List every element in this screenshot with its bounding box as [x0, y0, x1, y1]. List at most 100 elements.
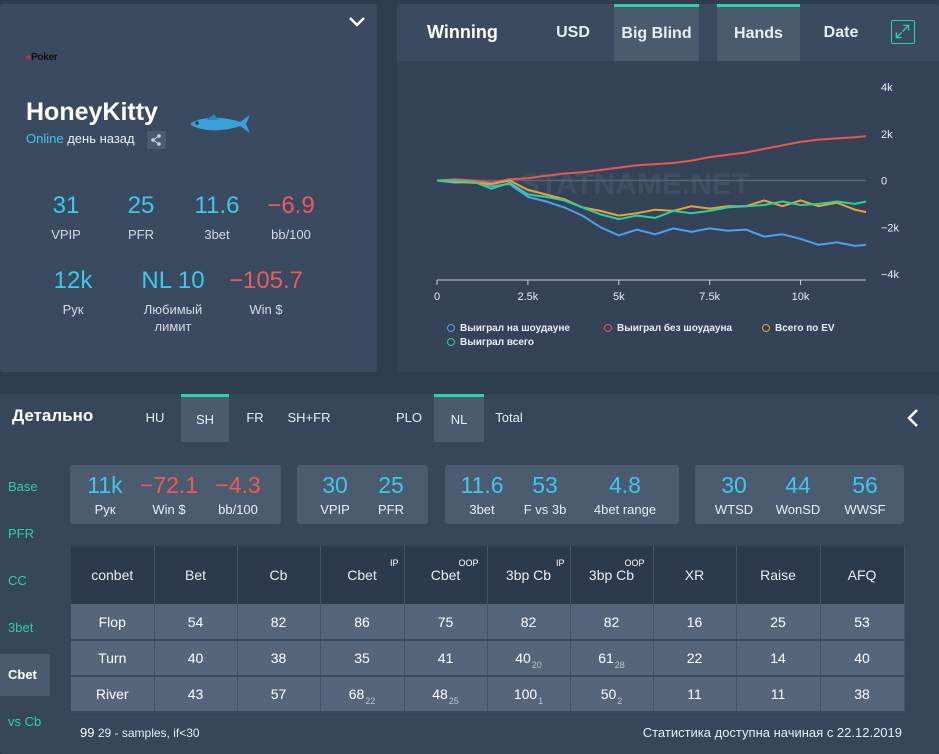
legend-label: Выиграл на шоудауне — [460, 323, 570, 334]
cell-value: 38 — [854, 686, 870, 702]
tab-date[interactable]: Date — [823, 24, 859, 41]
box-stat-value: 44 — [785, 472, 811, 498]
cell-value: 61 — [598, 650, 614, 666]
tab-usd[interactable]: USD — [556, 24, 590, 41]
box-stat-label: Win $ — [152, 502, 186, 517]
box-stat-label: Рук — [94, 502, 116, 517]
tab-big-blind[interactable]: Big Blind — [614, 4, 699, 61]
tab-plo[interactable]: PLO — [395, 410, 422, 425]
legend-item-non-showdown[interactable]: Выиграл без шоудауна — [604, 323, 732, 334]
legend-label: Всего по EV — [775, 323, 835, 334]
sidebar-item-cbet[interactable]: Cbet — [0, 654, 50, 696]
expand-icon — [895, 24, 910, 39]
sidebar-item-vs-cb[interactable]: vs Cb — [8, 714, 42, 729]
box-stat: 4.8 4bet range — [585, 471, 665, 518]
column-header[interactable]: conbet — [71, 546, 155, 604]
chevron-left-icon[interactable] — [905, 408, 921, 428]
stat-label: Любимый лимит — [143, 302, 203, 334]
table-row: Turn 40 38 35 41 4020 6128 22 14 40 — [71, 640, 905, 677]
column-header[interactable]: Raise — [736, 546, 821, 604]
cell-value: 43 — [187, 686, 204, 702]
stat-label: 3bet — [204, 227, 230, 242]
table-cell: 43 — [154, 676, 238, 713]
y-tick-label: −2k — [881, 222, 900, 234]
tab-hands[interactable]: Hands — [717, 4, 800, 61]
box-stat-value: 53 — [532, 472, 558, 498]
table-cell: 53 — [820, 604, 905, 641]
box-stat-value: 25 — [378, 472, 404, 498]
stat-win-dollars: −105.7 Win $ — [226, 267, 306, 318]
cell-value: 41 — [437, 650, 454, 666]
cell-value: 82 — [603, 613, 620, 630]
cell-value: 14 — [770, 650, 786, 666]
column-header[interactable]: XR — [653, 546, 737, 604]
sample-size-text: - samples, if<30 — [114, 726, 200, 740]
online-status: Online день назад — [26, 131, 135, 146]
cell-value: 82 — [270, 613, 287, 630]
expand-button[interactable] — [891, 20, 915, 44]
legend-item-showdown[interactable]: Выиграл на шоудауне — [447, 323, 570, 334]
online-label: Online — [26, 131, 64, 146]
y-tick-label: −4k — [881, 269, 900, 281]
tab-sh-fr[interactable]: SH+FR — [287, 410, 331, 425]
sidebar-item-cc[interactable]: CC — [8, 573, 27, 588]
stat-label: Win $ — [249, 302, 283, 317]
sidebar-item-pfr[interactable]: PFR — [8, 526, 34, 541]
stat-label: bb/100 — [271, 227, 311, 242]
cell-value: River — [95, 686, 129, 702]
table-cell: 14 — [736, 640, 821, 677]
box-stat: −4.3 bb/100 — [208, 471, 268, 518]
column-header[interactable]: Cbet OOP — [404, 546, 488, 604]
sidebar-item-3bet[interactable]: 3bet — [8, 620, 34, 635]
tab-nl[interactable]: NL — [434, 394, 484, 442]
sidebar-item-base[interactable]: Base — [8, 479, 38, 494]
column-header[interactable]: AFQ — [820, 546, 905, 604]
table-cell: 38 — [820, 676, 905, 713]
tab-total[interactable]: Total — [495, 410, 523, 425]
column-header[interactable]: 3bp Cb OOP — [570, 546, 654, 604]
box-stat-value: 56 — [852, 472, 878, 498]
legend-item-ev[interactable]: Всего по EV — [762, 323, 835, 334]
column-header-label: 3bp Cb — [588, 567, 635, 583]
table-cell: 11 — [736, 676, 821, 713]
tab-hu[interactable]: HU — [145, 410, 165, 425]
box-stat-label: VPIP — [320, 502, 350, 517]
share-icon — [151, 134, 161, 146]
cell-sample-count: 2 — [617, 696, 623, 706]
column-header[interactable]: Bet — [154, 546, 238, 604]
column-header-label: Cbet — [347, 567, 377, 583]
table-cell: 86 — [320, 604, 405, 641]
column-header-label: Raise — [760, 567, 796, 583]
table-cell: 38 — [237, 640, 321, 677]
cell-value: 82 — [520, 613, 537, 630]
tab-fr[interactable]: FR — [246, 410, 264, 425]
column-header[interactable]: 3bp Cb IP — [487, 546, 571, 604]
table-header-row: conbet Bet Cb Cbet IP Cbet OOP 3bp Cb IP 3bp Cb OO… — [71, 546, 905, 604]
legend-marker-icon — [447, 324, 455, 332]
stat-value: 11.6 — [194, 192, 240, 219]
cell-value: 100 — [513, 686, 538, 702]
box-stat-value: 11.6 — [460, 472, 504, 498]
detail-panel: Детально HU SH FR SH+FR PLO NL Total Bas… — [0, 394, 939, 754]
box-stat: 25 PFR — [367, 471, 415, 518]
table-cell: 41 — [404, 640, 488, 677]
column-header[interactable]: Cbet IP — [320, 546, 405, 604]
table-row: River 43 57 6822 4825 1001 502 11 11 38 — [71, 676, 905, 713]
table-cell: 1001 — [487, 676, 571, 713]
cell-value: 75 — [437, 613, 454, 630]
share-button[interactable] — [147, 131, 166, 149]
cell-value: 40 — [187, 650, 204, 666]
box-stat: 11.6 3bet — [457, 471, 507, 518]
stat-pfr: 25 PFR — [101, 192, 181, 243]
column-header[interactable]: Cb — [237, 546, 321, 604]
legend-item-total[interactable]: Выиграл всего — [447, 337, 534, 348]
stat-value: 12k — [53, 267, 93, 294]
stat-vpip: 31 VPIP — [26, 192, 106, 243]
cell-sample-count: 25 — [448, 696, 459, 706]
legend-marker-icon — [762, 324, 770, 332]
box-stat-label: WWSF — [844, 502, 886, 517]
stat-box-preflop: 30 VPIP 25 PFR — [297, 465, 428, 524]
chevron-down-icon[interactable] — [347, 12, 367, 32]
tab-sh[interactable]: SH — [181, 394, 229, 442]
